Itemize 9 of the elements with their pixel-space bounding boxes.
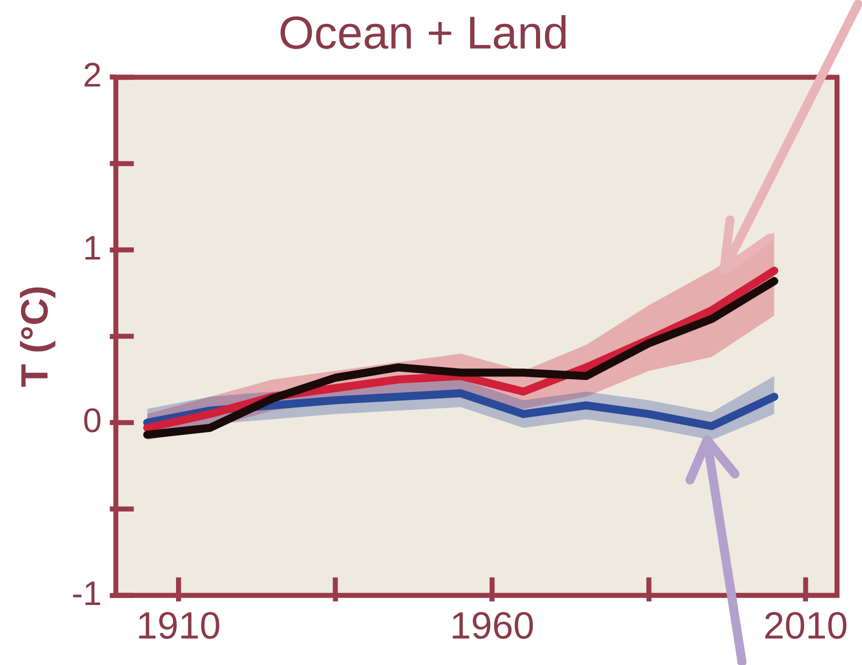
y-tick-label: 0 xyxy=(82,402,102,440)
y-tick-label: -1 xyxy=(72,574,102,613)
y-tick-label: 2 xyxy=(82,56,102,95)
chart-title: Ocean + Land xyxy=(278,6,569,58)
y-axis-title: T (°C) xyxy=(14,285,56,388)
x-tick-label: 1910 xyxy=(136,606,221,648)
y-tick-label: 1 xyxy=(82,229,102,268)
x-tick-label: 1960 xyxy=(450,606,534,648)
x-tick-label: 2010 xyxy=(763,606,848,648)
